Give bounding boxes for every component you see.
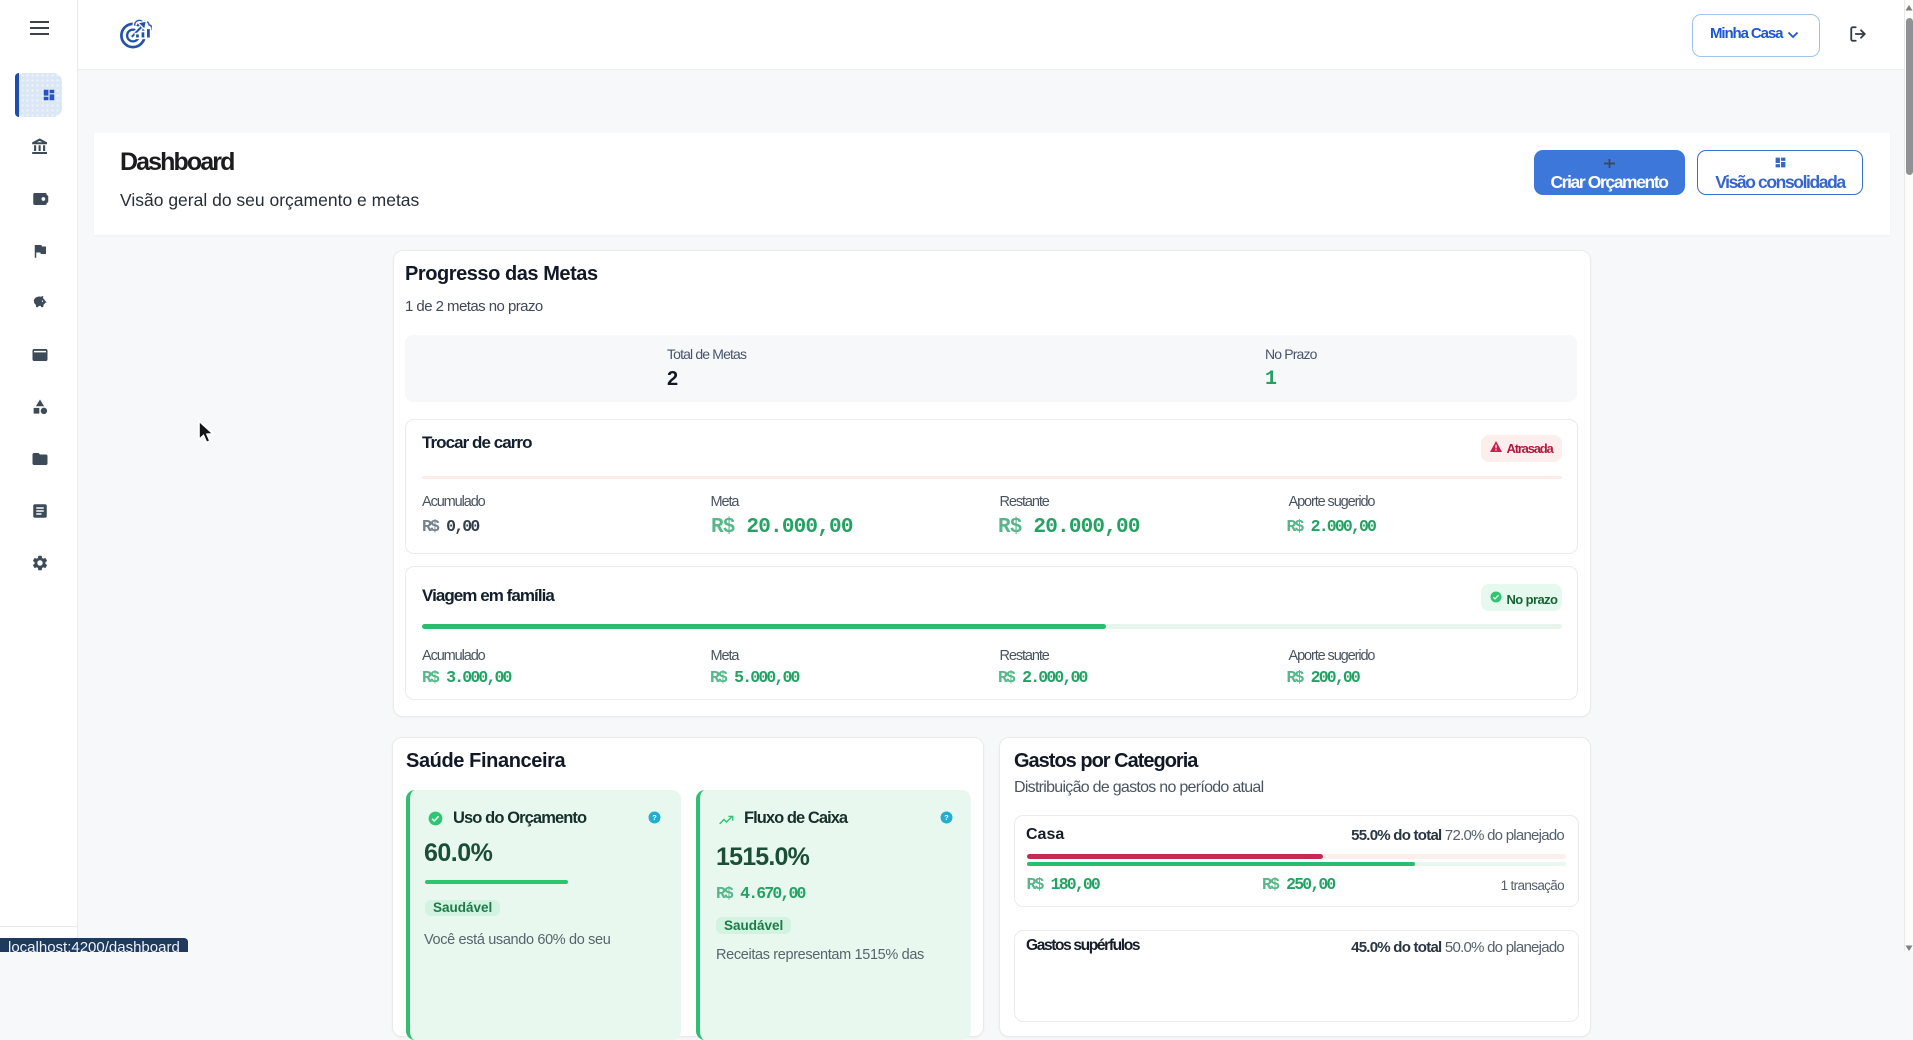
svg-text:?: ? bbox=[652, 813, 657, 822]
svg-text:?: ? bbox=[944, 813, 949, 822]
